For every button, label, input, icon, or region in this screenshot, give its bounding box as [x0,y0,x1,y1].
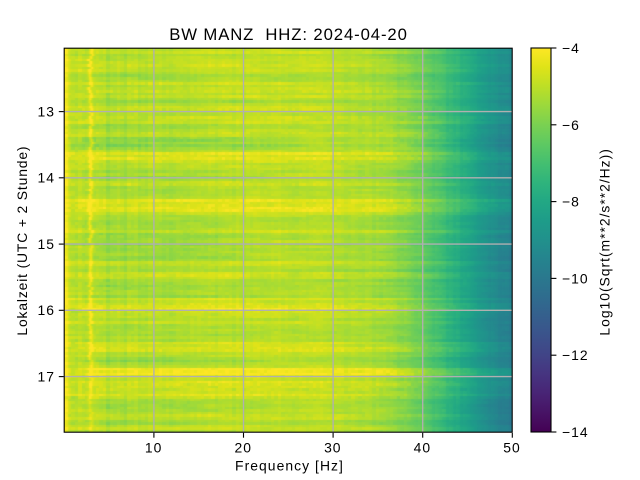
svg-text:30: 30 [324,440,341,456]
svg-text:50: 50 [503,440,520,456]
svg-text:−12: −12 [562,347,589,363]
svg-text:Log10(Sqrt(m**2/s**2/Hz)): Log10(Sqrt(m**2/s**2/Hz)) [597,148,613,335]
svg-text:16: 16 [38,302,55,318]
svg-text:10: 10 [145,440,162,456]
svg-text:14: 14 [38,170,55,186]
svg-text:15: 15 [38,236,55,252]
svg-text:40: 40 [414,440,431,456]
svg-text:−10: −10 [562,270,589,286]
svg-text:17: 17 [38,368,55,384]
svg-text:BW MANZ HHZ: 2024-04-20: BW MANZ HHZ: 2024-04-20 [169,25,408,44]
svg-text:−14: −14 [562,424,589,440]
svg-text:−6: −6 [562,117,580,133]
svg-text:13: 13 [38,103,55,119]
svg-text:20: 20 [234,440,251,456]
svg-text:Frequency [Hz]: Frequency [Hz] [235,458,344,474]
svg-text:−4: −4 [562,40,580,56]
svg-text:−8: −8 [562,194,580,210]
svg-text:Lokalzeit (UTC + 2 Stunde): Lokalzeit (UTC + 2 Stunde) [14,146,30,336]
